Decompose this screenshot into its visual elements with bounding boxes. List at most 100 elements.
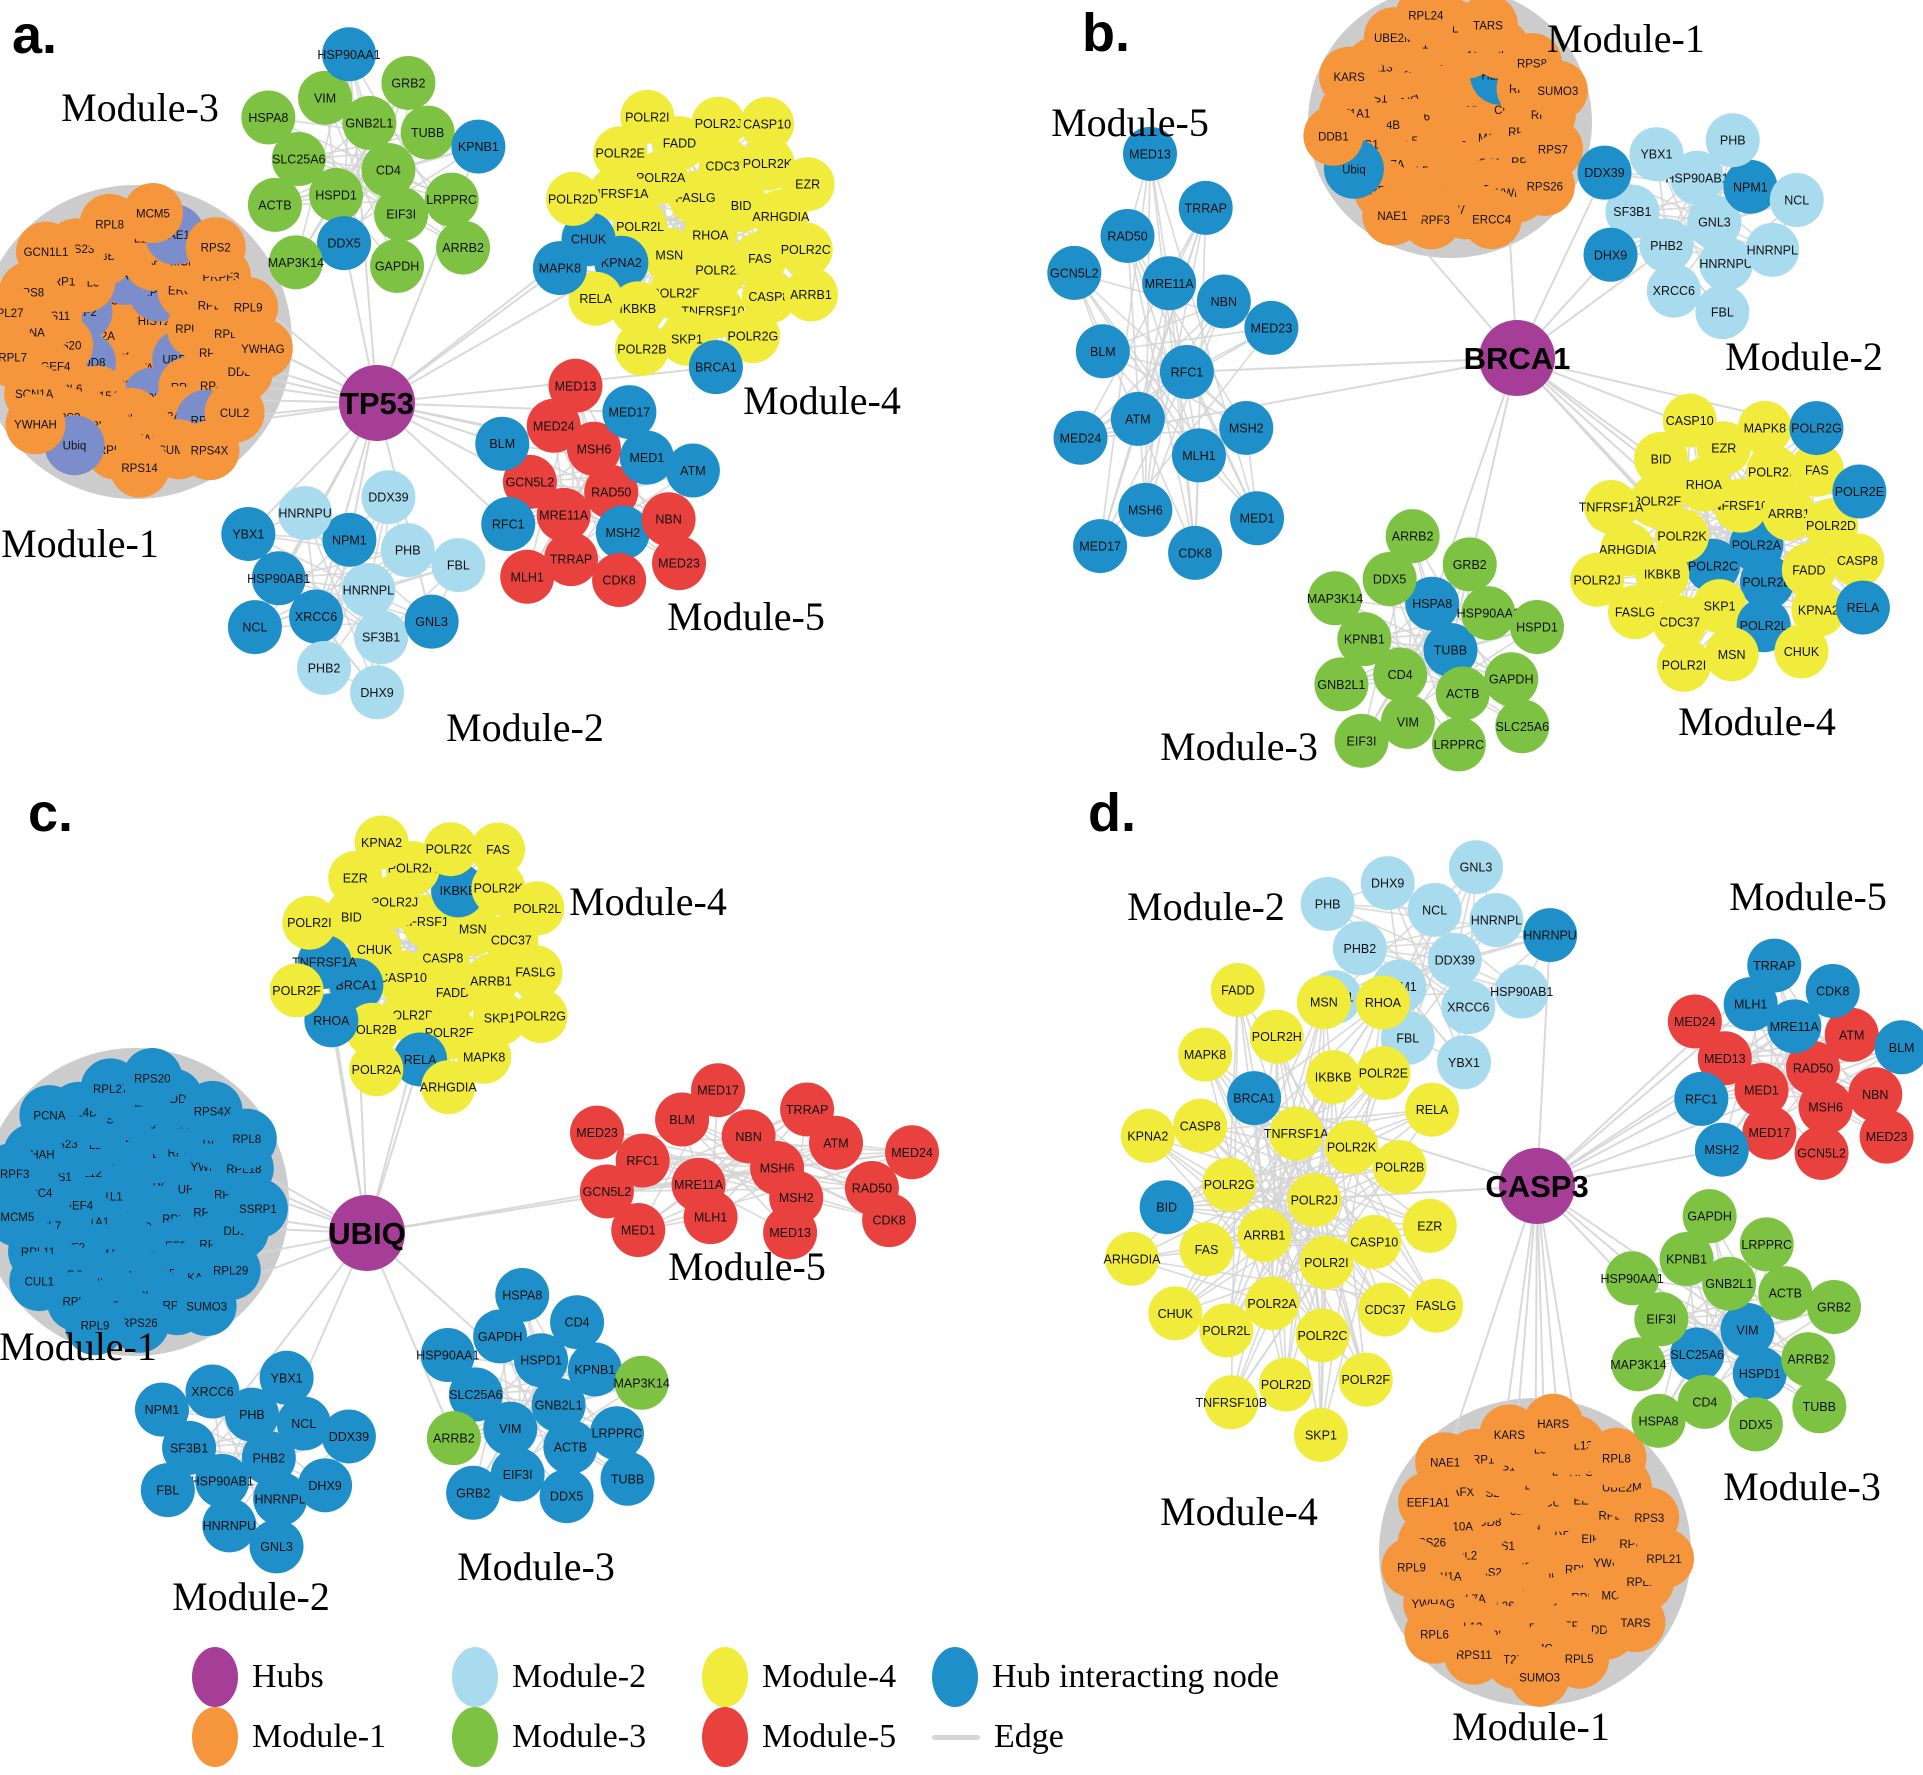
node-label: CHUK — [571, 233, 607, 247]
node-circle — [224, 1387, 279, 1442]
network-node: DDX39 — [321, 1409, 376, 1464]
node-label: NPM1 — [1733, 180, 1768, 194]
node-circle — [1334, 713, 1389, 768]
panel-letter-a: a. — [12, 5, 58, 65]
module-label: Module-3 — [61, 85, 219, 130]
network-node: HNRNPL — [253, 1471, 308, 1526]
hub-label: TP53 — [340, 386, 414, 421]
node-circle — [508, 945, 563, 1000]
node-label: BRCA1 — [1233, 1092, 1275, 1106]
node-circle — [1423, 623, 1478, 677]
module-label: Module-5 — [668, 1244, 826, 1289]
node-label: MSH2 — [1705, 1143, 1740, 1157]
node-circle — [1767, 999, 1822, 1054]
node-circle — [595, 505, 650, 560]
node-label: POLR2K — [743, 157, 793, 171]
network-node: RFC1 — [1159, 345, 1214, 399]
node-circle — [1457, 0, 1518, 55]
network-node: DDX39 — [1427, 933, 1482, 987]
node-circle — [1659, 1232, 1714, 1287]
node-label: RPS20 — [134, 1073, 170, 1085]
network-node: ACTB — [543, 1420, 598, 1475]
node-circle — [1258, 1357, 1313, 1412]
node-label: SF3B1 — [170, 1441, 208, 1455]
node-circle — [614, 1355, 669, 1410]
network-node: MED1 — [1734, 1063, 1789, 1118]
node-circle — [1372, 1139, 1427, 1194]
node-label: CASP8 — [748, 290, 789, 304]
node-label: GNL3 — [1698, 216, 1731, 230]
node-circle — [780, 157, 835, 212]
network-node: HNRNPU — [1699, 236, 1754, 291]
node-label: SUMO3 — [1519, 1672, 1560, 1684]
node-label: KPNB1 — [1344, 633, 1385, 647]
node-label: HSP90AA1 — [1457, 607, 1520, 621]
network-node: TARS — [1457, 0, 1518, 55]
network-node: POLR2G — [1202, 1157, 1257, 1212]
network-node: GNL3 — [249, 1519, 304, 1574]
node-label: POLR2G — [1204, 1178, 1255, 1192]
node-circle — [1704, 627, 1759, 682]
node-circle — [652, 536, 707, 591]
node-label: POLR2H — [388, 862, 438, 876]
network-node: FBL — [140, 1463, 195, 1518]
network-node: XRCC6 — [1441, 980, 1496, 1035]
node-circle — [268, 235, 323, 290]
network-node: ARRB2 — [1385, 509, 1440, 564]
node-label: GCN5L2 — [583, 1185, 632, 1199]
network-node: TUBB — [600, 1451, 655, 1506]
edge — [1131, 1108, 1433, 1260]
network-node: GNB2L1 — [1314, 657, 1369, 712]
node-circle — [1319, 46, 1380, 107]
network-node: DDB1 — [1303, 105, 1364, 166]
network-node: POLR2K — [740, 136, 795, 191]
node-label: POLR2L — [1740, 619, 1788, 633]
node-circle — [232, 318, 293, 379]
node-label: MAP3K14 — [1610, 1358, 1666, 1372]
node-label: MED23 — [576, 1126, 618, 1140]
node-circle — [1395, 0, 1456, 46]
module-label: Module-5 — [667, 594, 825, 639]
network-node: GNL3 — [1448, 840, 1503, 895]
node-label: RPL9 — [234, 303, 263, 315]
node-label: MED13 — [555, 379, 597, 393]
node-label: PHB — [395, 544, 421, 558]
network-node: MLH1 — [683, 1190, 738, 1245]
node-label: HNRNPL — [1471, 914, 1522, 928]
network-node: TUBB — [1423, 623, 1478, 677]
network-node: TRRAP — [1178, 180, 1233, 235]
node-label: DHX9 — [308, 1479, 341, 1493]
node-circle — [1123, 126, 1178, 181]
node-label: RPS4X — [194, 1106, 232, 1118]
node-circle — [1171, 428, 1226, 483]
node-label: ARHGDIA — [752, 210, 810, 224]
network-node: SSRP1 — [227, 1178, 288, 1239]
network-node: TRRAP — [543, 532, 598, 587]
node-label: FBL — [1711, 306, 1734, 320]
node-circle — [1734, 1063, 1789, 1118]
node-label: POLR2C — [426, 843, 476, 857]
node-label: CHUK — [357, 943, 393, 957]
node-label: MCM5 — [136, 208, 170, 220]
node-label: HNRNPL — [254, 1492, 305, 1506]
node-circle — [1874, 1020, 1923, 1075]
edge — [1149, 153, 1258, 519]
node-label: EIF3I — [1646, 1313, 1676, 1327]
network-node: MED23 — [652, 536, 707, 591]
node-label: NBN — [1862, 1088, 1888, 1102]
edge — [1168, 283, 1196, 553]
node-label: IKBKB — [1644, 568, 1681, 582]
edge — [1144, 153, 1151, 510]
node-label: DDX5 — [1373, 573, 1406, 587]
module-label: Module-4 — [1678, 699, 1836, 744]
network-node: SLC25A6 — [271, 132, 326, 187]
node-circle — [1605, 1251, 1660, 1306]
node-circle — [510, 881, 565, 936]
hub-edge — [1536, 1025, 1795, 1187]
node-label: EIF3I — [503, 1468, 533, 1482]
node-label: POLR2J — [1291, 1194, 1338, 1208]
node-label: GNL3 — [415, 615, 448, 629]
node-label: POLR2B — [1375, 1160, 1424, 1174]
node-label: DHX9 — [1371, 877, 1404, 891]
node-circle — [543, 532, 598, 587]
